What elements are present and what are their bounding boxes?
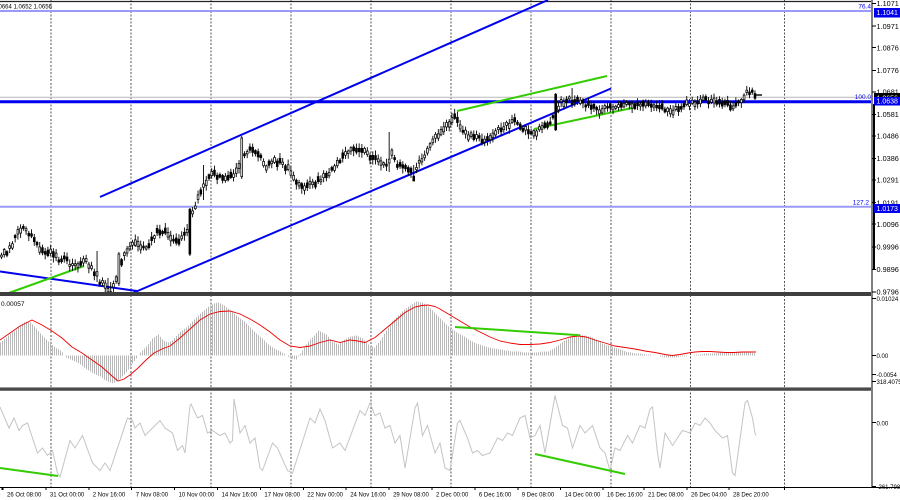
svg-text:1.0096: 1.0096 [877, 220, 899, 229]
svg-text:10 Nov 00:00: 10 Nov 00:00 [179, 493, 215, 499]
svg-text:7 Nov 08:00: 7 Nov 08:00 [136, 493, 169, 499]
svg-text:0664 1.0652 1.0656: 0664 1.0652 1.0656 [0, 4, 53, 10]
svg-text:22 Nov 00:00: 22 Nov 00:00 [307, 493, 343, 499]
svg-text:28 Dec 20:00: 28 Dec 20:00 [733, 493, 769, 499]
svg-text:1.0173: 1.0173 [877, 206, 899, 213]
svg-text:26 Oct 08:00: 26 Oct 08:00 [7, 493, 42, 499]
svg-text:2 Dec 00:00: 2 Dec 00:00 [436, 493, 469, 499]
svg-text:1.0638: 1.0638 [877, 99, 899, 106]
svg-text:1.0776: 1.0776 [877, 66, 899, 75]
svg-text:1.1071: 1.1071 [877, 0, 899, 8]
svg-text:0.00: 0.00 [877, 354, 889, 360]
svg-text:0.9996: 0.9996 [877, 242, 899, 251]
svg-text:31 Oct 00:00: 31 Oct 00:00 [50, 493, 85, 499]
svg-text:14 Dec 00:00: 14 Dec 00:00 [565, 493, 601, 499]
svg-text:1.0291: 1.0291 [877, 176, 899, 185]
svg-text:2 Nov 16:00: 2 Nov 16:00 [93, 493, 126, 499]
svg-text:0.00: 0.00 [877, 421, 889, 427]
svg-text:1.1041: 1.1041 [877, 10, 899, 17]
svg-text:0.00057: 0.00057 [1, 301, 25, 308]
svg-text:1.0386: 1.0386 [877, 154, 899, 163]
svg-text:26 Dec 04:00: 26 Dec 04:00 [691, 493, 727, 499]
svg-text:14 Nov 16:00: 14 Nov 16:00 [222, 493, 258, 499]
svg-text:-0.0054: -0.0054 [877, 373, 898, 379]
svg-text:1.0191: 1.0191 [877, 198, 899, 207]
svg-text:1.0971: 1.0971 [877, 22, 899, 31]
svg-text:1.0876: 1.0876 [877, 43, 899, 52]
svg-text:24 Nov 16:00: 24 Nov 16:00 [350, 493, 386, 499]
svg-text:29 Nov 08:00: 29 Nov 08:00 [393, 493, 429, 499]
svg-text:9 Dec 08:00: 9 Dec 08:00 [522, 493, 555, 499]
svg-text:6 Dec 16:00: 6 Dec 16:00 [479, 493, 512, 499]
svg-text:0.9896: 0.9896 [877, 265, 899, 274]
svg-text:0.01024: 0.01024 [877, 297, 899, 303]
svg-text:100.0: 100.0 [855, 94, 872, 101]
svg-text:76.4: 76.4 [858, 4, 871, 11]
svg-text:-261.798: -261.798 [877, 485, 900, 491]
svg-text:0.9796: 0.9796 [877, 288, 899, 297]
svg-text:16 Dec 16:00: 16 Dec 16:00 [607, 493, 643, 499]
svg-text:1.0486: 1.0486 [877, 132, 899, 141]
svg-text:127.2: 127.2 [853, 200, 870, 207]
svg-text:1.0581: 1.0581 [877, 110, 899, 119]
svg-text:318.4075: 318.4075 [877, 380, 900, 386]
svg-text:21 Dec 08:00: 21 Dec 08:00 [648, 493, 684, 499]
svg-text:1.0681: 1.0681 [877, 87, 899, 96]
svg-text:17 Nov 08:00: 17 Nov 08:00 [264, 493, 300, 499]
